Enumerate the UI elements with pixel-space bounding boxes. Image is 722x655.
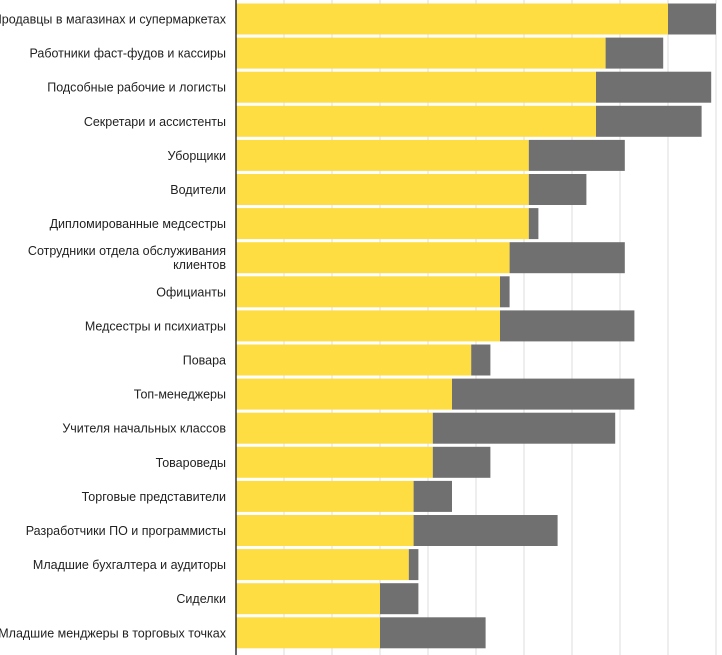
bar-1-row-11 <box>236 344 472 376</box>
bar-2-row-8 <box>509 242 625 274</box>
category-label-4: Секретари и ассистенты <box>84 115 226 129</box>
bar-1-row-8 <box>236 242 510 274</box>
bar-1-row-4 <box>236 105 596 137</box>
category-labels: Продавцы в магазинах и супермаркетах Рабо… <box>0 13 227 641</box>
category-label-13: Учителя начальных классов <box>62 422 226 436</box>
bar-1-row-3 <box>236 71 596 103</box>
bar-1-row-14 <box>236 446 433 478</box>
bar-1-row-6 <box>236 174 529 205</box>
category-label-8: Сотрудники отдела обслуживания клиентов <box>28 244 226 272</box>
bar-1-row-13 <box>236 412 433 444</box>
bar-1-row-1 <box>236 3 668 35</box>
bar-2-row-3 <box>596 71 712 103</box>
category-label-19: Младшие менджеры в торговых точках <box>0 626 227 640</box>
bar-2-row-16 <box>413 515 558 546</box>
category-label-17: Младшие бухгалтера и аудиторы <box>33 558 226 572</box>
bar-2-row-5 <box>528 139 625 171</box>
bar-2-row-19 <box>380 617 486 649</box>
bar-2-row-15 <box>413 480 452 512</box>
bar-2-row-10 <box>500 310 635 342</box>
bar-2-row-2 <box>605 37 664 69</box>
category-label-11: Повара <box>183 354 226 368</box>
bar-2-row-9 <box>500 276 510 308</box>
bar-1-row-16 <box>236 515 414 546</box>
bar-2-row-18 <box>380 583 419 615</box>
bar-2-row-4 <box>596 105 702 137</box>
category-label-14: Товароведы <box>156 456 226 470</box>
category-label-10: Медсестры и психиатры <box>85 319 226 333</box>
bar-1-row-19 <box>236 617 380 649</box>
category-label-5: Уборщики <box>168 149 226 163</box>
category-label-18: Сиделки <box>176 592 226 606</box>
bar-2-row-12 <box>452 378 635 410</box>
bar-1-row-15 <box>236 480 414 512</box>
bar-1-row-12 <box>236 378 452 410</box>
bar-2-row-14 <box>432 446 491 478</box>
bar-1-row-2 <box>236 37 606 69</box>
category-label-1: Продавцы в магазинах и супермаркетах <box>0 13 227 27</box>
category-label-6: Водители <box>170 183 226 197</box>
bar-2-row-13 <box>432 412 616 444</box>
bar-1-row-5 <box>236 139 529 171</box>
category-label-2: Работники фаст-фудов и кассиры <box>29 47 226 61</box>
bar-1-row-17 <box>236 549 409 581</box>
bar-1-row-10 <box>236 310 500 342</box>
category-label-3: Подсобные рабочие и логисты <box>47 81 226 95</box>
bar-1-row-7 <box>236 208 529 240</box>
bar-2-row-7 <box>528 208 539 240</box>
category-label-9: Официанты <box>156 285 226 299</box>
bar-2-row-11 <box>471 344 491 376</box>
bars <box>236 3 716 649</box>
category-label-15: Торговые представители <box>82 490 226 504</box>
category-label-7: Дипломированные медсестры <box>50 217 226 231</box>
bar-2-row-17 <box>408 549 419 581</box>
category-label-12: Топ-менеджеры <box>134 388 226 402</box>
bar-2-row-1 <box>668 3 716 35</box>
bar-1-row-18 <box>236 583 380 615</box>
category-label-16: Разработчики ПО и программисты <box>26 524 226 538</box>
bar-2-row-6 <box>528 174 587 205</box>
bar-1-row-9 <box>236 276 500 308</box>
